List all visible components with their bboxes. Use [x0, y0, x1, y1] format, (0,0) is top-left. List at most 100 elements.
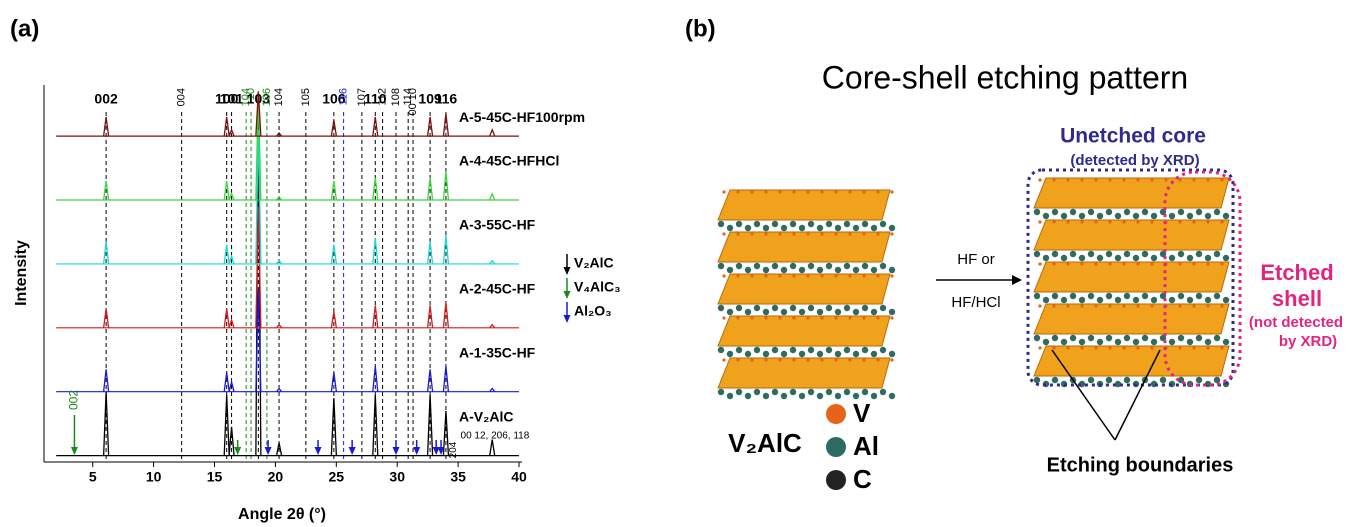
- atom: [792, 358, 795, 361]
- atom: [1097, 255, 1103, 261]
- atom: [862, 358, 865, 361]
- x-tick-label: 35: [450, 469, 466, 485]
- atom: [790, 221, 796, 227]
- atom: [750, 232, 753, 235]
- atom: [1187, 297, 1193, 303]
- atom: [808, 221, 814, 227]
- atom: [799, 225, 805, 231]
- atom: [1150, 220, 1153, 223]
- reference-label: 004: [176, 88, 188, 106]
- atom: [817, 351, 823, 357]
- series-label: A-5-45C-HF100rpm: [459, 109, 585, 125]
- atom: [1150, 262, 1153, 265]
- atom: [876, 358, 879, 361]
- reference-label: 105: [300, 88, 312, 106]
- atom: [745, 351, 751, 357]
- atom: [1070, 335, 1076, 341]
- atom: [1043, 339, 1049, 345]
- boundaries-label: Etching boundaries: [1047, 454, 1234, 476]
- atom: [1088, 251, 1094, 257]
- reference-label: 00 10: [407, 88, 419, 116]
- atom: [1034, 377, 1040, 383]
- element-dot: [826, 437, 846, 457]
- atom: [736, 221, 742, 227]
- panel-label: (a): [10, 15, 39, 42]
- atom: [1070, 209, 1076, 215]
- slab: [1034, 346, 1229, 376]
- atom: [1080, 262, 1083, 265]
- atom: [722, 190, 725, 193]
- atom: [1206, 178, 1209, 181]
- atom: [750, 358, 753, 361]
- atom: [750, 274, 753, 277]
- slab: [1034, 262, 1229, 292]
- atom: [844, 305, 850, 311]
- atom: [862, 347, 868, 353]
- atom: [736, 263, 742, 269]
- atom: [835, 309, 841, 315]
- element-dot: [826, 404, 846, 424]
- atom: [792, 316, 795, 319]
- atom: [736, 358, 739, 361]
- atom: [727, 309, 733, 315]
- atom: [736, 274, 739, 277]
- atom: [778, 232, 781, 235]
- atom: [1052, 220, 1055, 223]
- panel-label: (b): [685, 15, 716, 42]
- atom: [1136, 178, 1139, 181]
- series-label: A-3-55C-HF: [459, 217, 536, 233]
- element-dot: [826, 470, 846, 490]
- atom: [826, 221, 832, 227]
- figure: (a) (b) Angle 2θ (°) Intensity Core-shel…: [0, 0, 1354, 527]
- atom: [844, 263, 850, 269]
- atom: [834, 316, 837, 319]
- atom: [764, 358, 767, 361]
- atom: [1122, 220, 1125, 223]
- atom: [727, 393, 733, 399]
- atom: [792, 274, 795, 277]
- annotation: 204: [448, 441, 459, 458]
- atom: [778, 358, 781, 361]
- core-note: (detected by XRD): [1070, 152, 1199, 169]
- atom: [1205, 339, 1211, 345]
- slab: [718, 274, 890, 304]
- atom: [1124, 209, 1130, 215]
- atom: [889, 309, 895, 315]
- atom: [1124, 335, 1130, 341]
- atom: [727, 225, 733, 231]
- series-label: A-4-45C-HFHCl: [459, 153, 559, 169]
- x-tick-label: 30: [389, 469, 405, 485]
- series-label: A-1-35C-HF: [459, 344, 536, 360]
- atom: [1034, 335, 1040, 341]
- atom: [727, 351, 733, 357]
- atom: [1142, 251, 1148, 257]
- atom: [808, 347, 814, 353]
- reference-label: 116: [435, 91, 458, 107]
- atom: [1061, 255, 1067, 261]
- x-axis-label: Angle 2θ (°): [238, 506, 326, 523]
- atom: [764, 274, 767, 277]
- atom: [880, 389, 886, 395]
- atom: [745, 267, 751, 273]
- atom: [1142, 209, 1148, 215]
- atom: [727, 267, 733, 273]
- atom: [1133, 297, 1139, 303]
- atom: [1192, 178, 1195, 181]
- atom: [862, 263, 868, 269]
- atom: [790, 389, 796, 395]
- reference-label: 108: [390, 88, 402, 106]
- atom: [1043, 213, 1049, 219]
- atom: [862, 190, 865, 193]
- atom: [1061, 297, 1067, 303]
- atom: [1187, 339, 1193, 345]
- atom: [806, 274, 809, 277]
- atom: [1108, 220, 1111, 223]
- atom: [1178, 220, 1181, 223]
- atom: [817, 225, 823, 231]
- atom: [1124, 293, 1130, 299]
- atom: [1124, 251, 1130, 257]
- legend-arrow-head: [564, 315, 571, 323]
- atom: [880, 347, 886, 353]
- atom: [772, 263, 778, 269]
- atom: [1178, 335, 1184, 341]
